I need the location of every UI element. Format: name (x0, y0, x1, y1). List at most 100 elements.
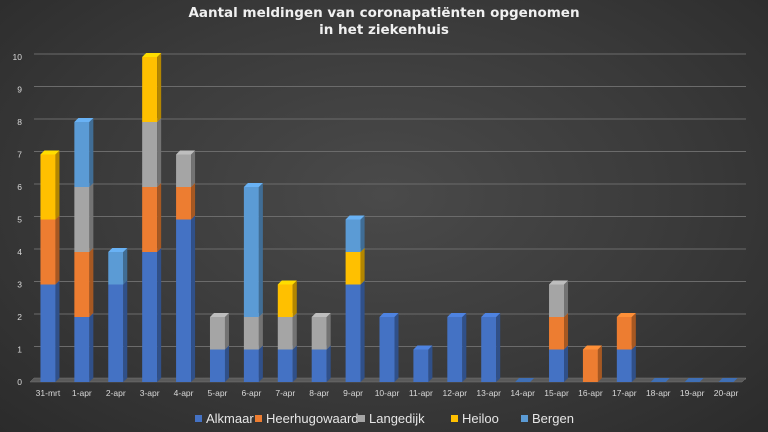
bar-top (142, 53, 162, 57)
bar-side (496, 313, 501, 382)
bar-front (277, 317, 293, 350)
x-tick-label: 2-apr (106, 388, 126, 398)
bar-front (209, 317, 225, 350)
x-tick-label: 19-apr (680, 388, 705, 398)
bar-front (74, 252, 90, 317)
bar-top (176, 150, 196, 155)
y-tick-label: 2 (17, 312, 22, 322)
bar-segment (549, 280, 569, 317)
y-tick-label: 9 (17, 85, 22, 95)
bar-side (394, 313, 399, 382)
bar-front (413, 349, 429, 382)
x-tick-label: 20-apr (714, 388, 739, 398)
legend: Alkmaar Heerhugowaard Langedijk Heiloo Berge… (195, 411, 574, 426)
bar-front (582, 349, 598, 382)
bar-front (176, 219, 192, 382)
bar-side (292, 280, 297, 317)
bars (40, 53, 738, 382)
bar-side (55, 280, 60, 382)
bar-segment (277, 280, 297, 317)
bar-side (360, 248, 365, 285)
bar-side (123, 248, 128, 285)
bar-top (311, 313, 331, 317)
chart-title-line-1: Aantal meldingen van coronapatiënten opg… (188, 5, 579, 21)
bar-top (447, 313, 467, 317)
bar-side (224, 345, 229, 382)
y-tick-label: 8 (17, 117, 22, 127)
bar-segment (447, 313, 467, 382)
x-tick-label: 4-apr (174, 388, 194, 398)
bar-segment (345, 280, 365, 382)
bar-top (277, 280, 297, 285)
bar-segment (176, 150, 196, 187)
bar-segment (311, 345, 331, 382)
bar-front (176, 187, 192, 220)
bar-segment (616, 345, 636, 382)
bar-side (564, 313, 569, 350)
bar-front (311, 349, 327, 382)
bar-front (345, 219, 361, 252)
legend-label: Alkmaar (206, 411, 254, 426)
bar-front (277, 349, 293, 382)
bar-front (481, 317, 497, 382)
bar-side (157, 248, 162, 382)
bar-top (379, 313, 399, 317)
bar-top (108, 248, 128, 252)
x-tick-label: 10-apr (375, 388, 400, 398)
bar-segment (277, 345, 297, 382)
legend-item: Bergen (521, 411, 574, 426)
bar-side (360, 280, 365, 382)
bar-front (108, 284, 124, 382)
bar-top (481, 313, 501, 317)
x-tick-label: 13-apr (476, 388, 501, 398)
bar-front (616, 317, 632, 350)
legend-swatch (451, 415, 458, 422)
bar-side (55, 150, 60, 220)
x-tick-label: 16-apr (578, 388, 603, 398)
bar-segment (582, 345, 602, 382)
y-tick-label: 1 (17, 345, 22, 355)
bar-side (564, 280, 569, 317)
bar-top (616, 313, 636, 317)
y-tick-label: 3 (17, 280, 22, 290)
bar-front (277, 284, 293, 317)
bar-segment (40, 150, 60, 220)
bar-segment (40, 215, 60, 285)
bar-segment (142, 118, 162, 187)
y-axis: 0 1 2 3 4 5 6 7 8 9 10 (13, 52, 23, 387)
bar-side (191, 215, 196, 382)
bar-side (89, 183, 94, 252)
x-tick-label: 6-apr (241, 388, 261, 398)
bar-front (345, 252, 361, 285)
bar-side (292, 345, 297, 382)
bar-front (616, 349, 632, 382)
bar-top (345, 215, 365, 220)
legend-swatch (358, 415, 365, 422)
bar-segment (142, 248, 162, 382)
bar-side (157, 183, 162, 252)
y-tick-label: 4 (17, 247, 22, 257)
legend-swatch (255, 415, 262, 422)
bar-front (345, 284, 361, 382)
bar-segment (176, 215, 196, 382)
bar-top (74, 118, 94, 122)
bar-side (123, 280, 128, 382)
bar-front (243, 317, 259, 350)
x-tick-label: 11-apr (409, 388, 433, 398)
bar-top (549, 280, 569, 285)
y-tick-label: 10 (13, 52, 23, 62)
bar-segment (311, 313, 331, 350)
bar-zero (515, 378, 535, 382)
bar-front (549, 284, 565, 317)
bar-side (631, 313, 636, 350)
x-tick-label: 8-apr (309, 388, 329, 398)
bar-segment (243, 183, 263, 317)
x-tick-label: 18-apr (646, 388, 671, 398)
bar-front (142, 187, 158, 252)
x-tick-label: 9-apr (343, 388, 363, 398)
bar-front (311, 317, 327, 350)
bar-segment (108, 280, 128, 382)
bar-side (428, 345, 433, 382)
bar-zero (718, 378, 738, 382)
